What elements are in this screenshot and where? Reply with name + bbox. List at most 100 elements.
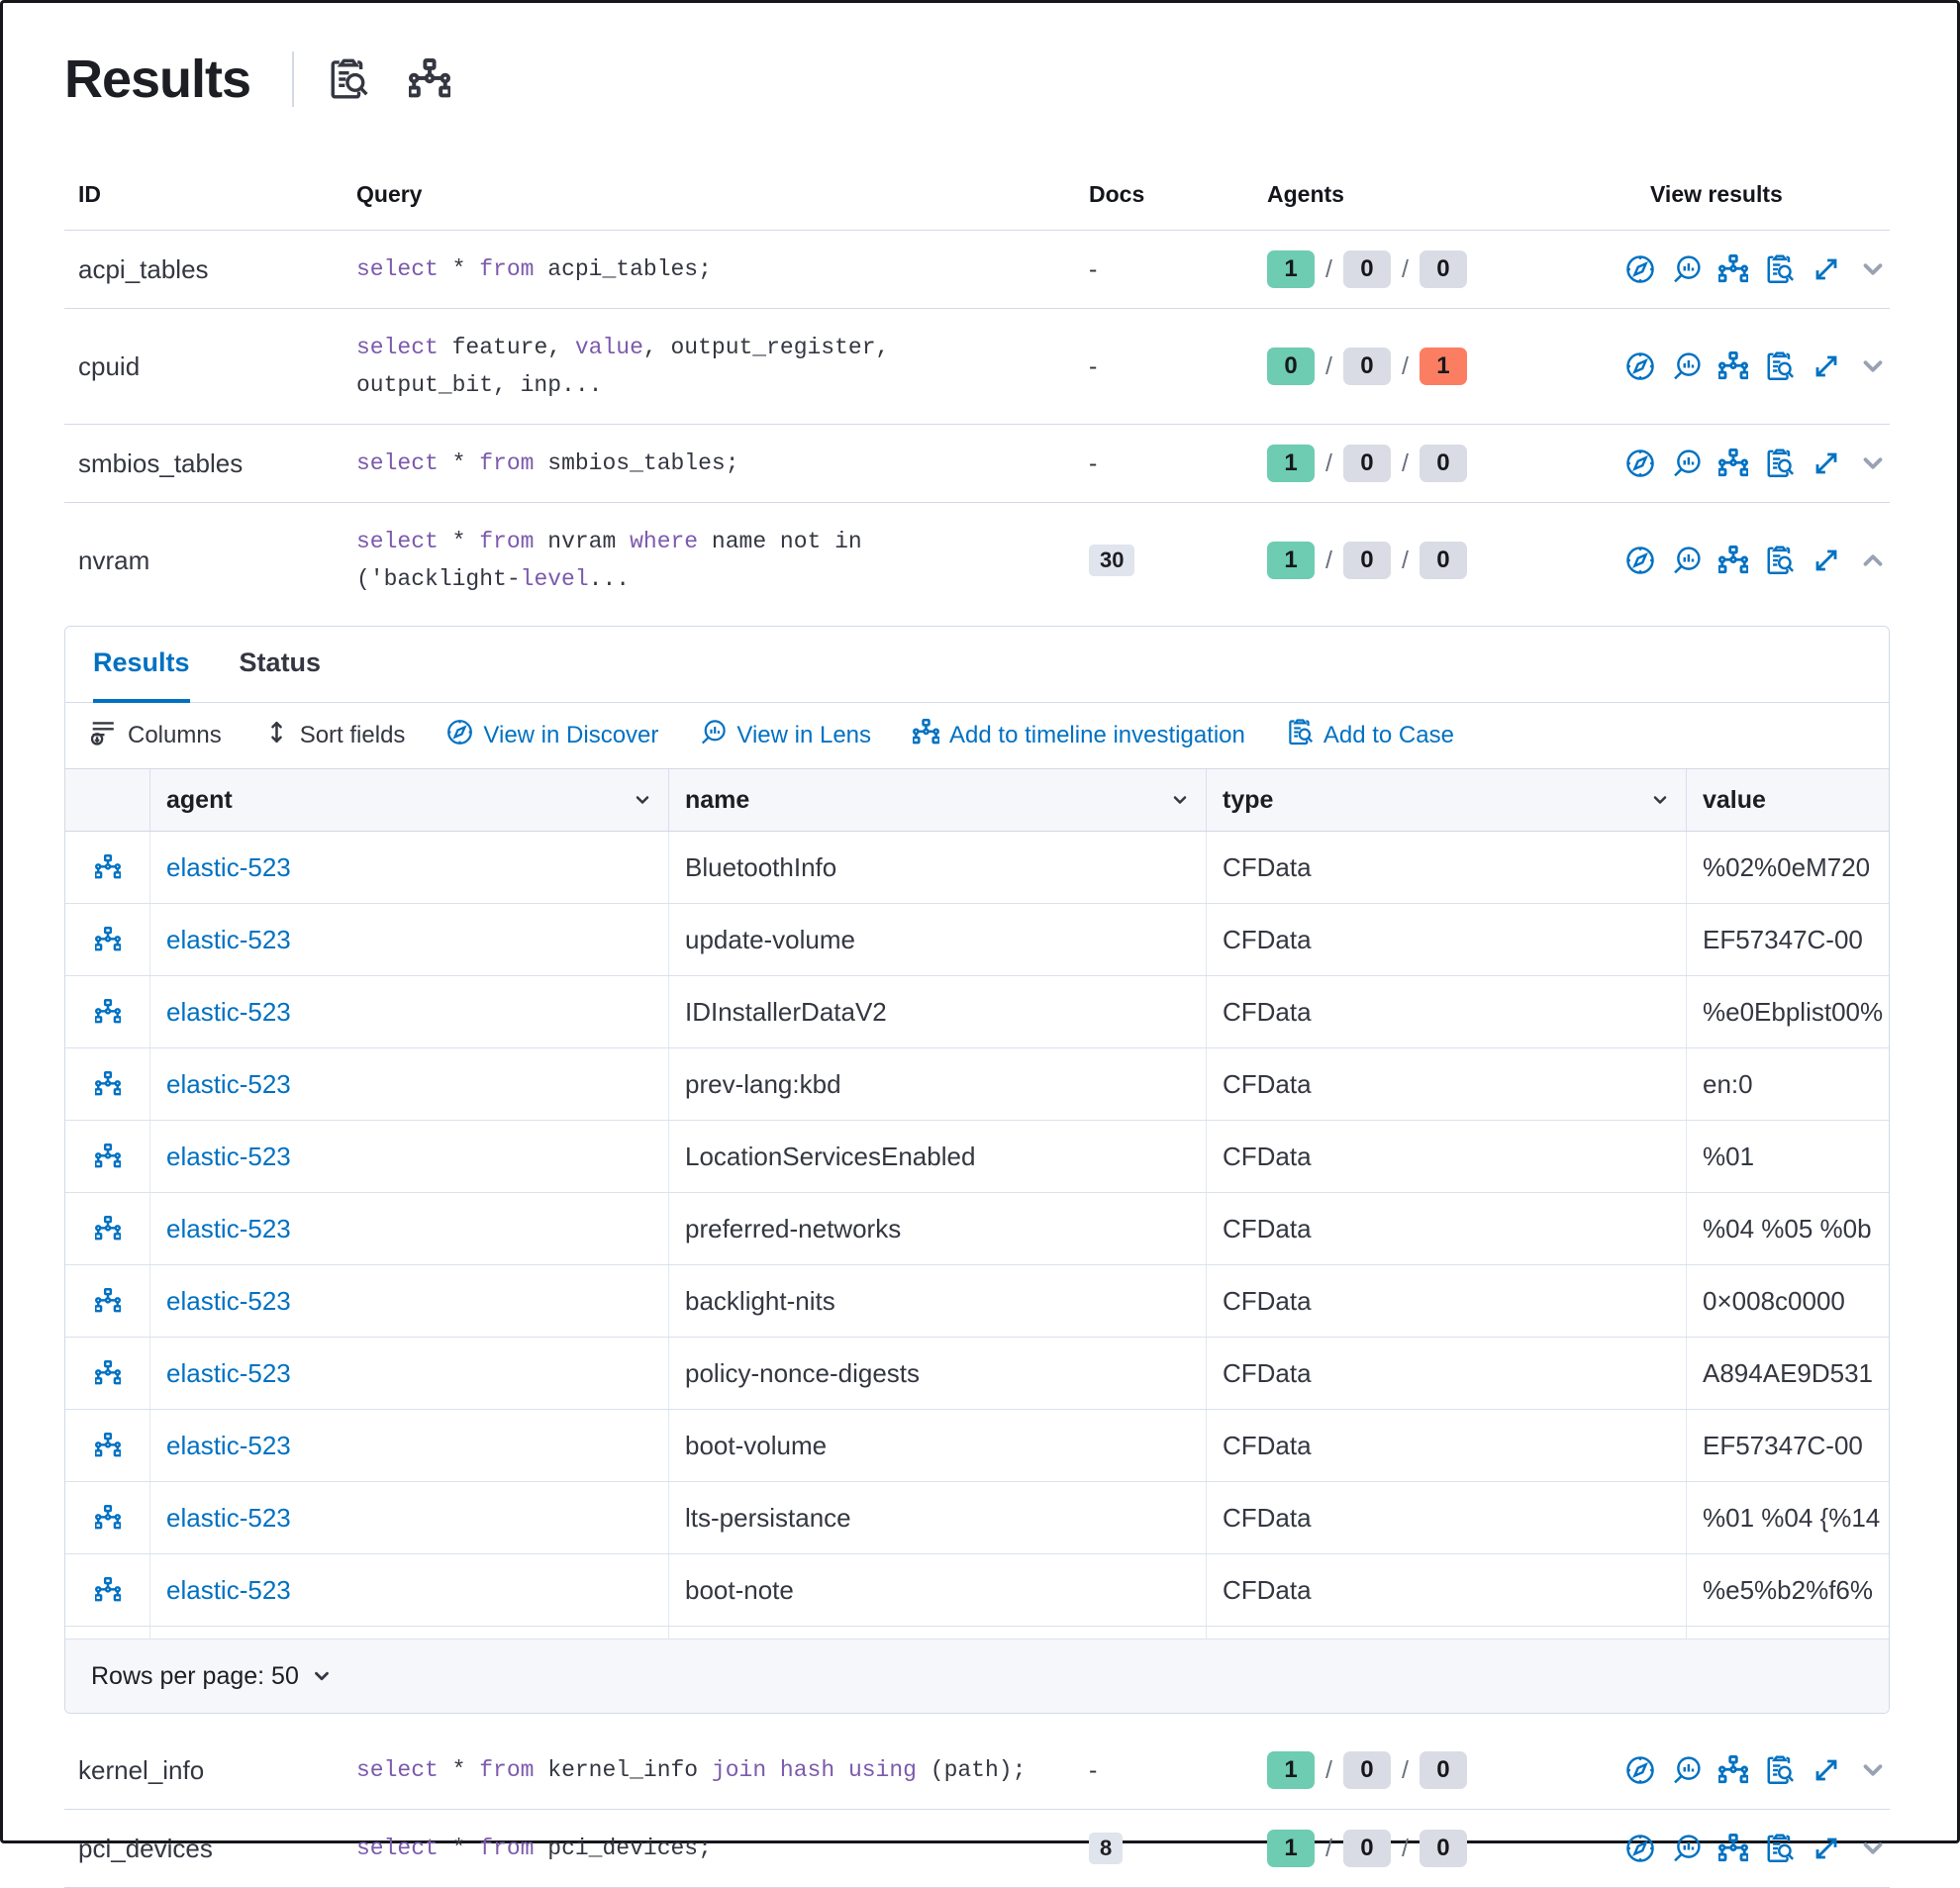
osquery-results-page: Results ID Query Docs Agents View result… xyxy=(3,3,1957,1888)
results-table-row: elastic-523 boot-note CFData %e5%b2%f6% xyxy=(65,1554,1889,1627)
agents-separator: / xyxy=(1401,448,1409,477)
row-timeline-icon[interactable] xyxy=(65,1193,150,1264)
expand-row-chevron-icon[interactable] xyxy=(1858,1834,1888,1863)
expand-row-chevron-icon[interactable] xyxy=(1858,1755,1888,1785)
chevron-down-icon[interactable] xyxy=(1170,790,1190,810)
add-to-case-button[interactable]: Add to Case xyxy=(1287,719,1454,752)
expand-row-chevron-icon[interactable] xyxy=(1858,448,1888,478)
docs-count: - xyxy=(1089,448,1098,477)
sql-keyword: from xyxy=(479,1836,535,1861)
agent-link[interactable]: elastic-523 xyxy=(166,1357,291,1388)
view-in-lens-button[interactable]: View in Lens xyxy=(700,719,871,752)
row-timeline-icon[interactable] xyxy=(65,1554,150,1626)
tab-results[interactable]: Results xyxy=(93,627,190,703)
agent-link[interactable]: elastic-523 xyxy=(166,1574,291,1605)
view-in-lens-icon[interactable] xyxy=(1672,351,1702,381)
query-row: cpuid select feature, value, output_regi… xyxy=(64,309,1890,425)
row-timeline-icon[interactable] xyxy=(65,976,150,1047)
view-in-lens-icon[interactable] xyxy=(1672,1755,1702,1785)
agent-link[interactable]: elastic-523 xyxy=(166,1068,291,1099)
row-timeline-icon[interactable] xyxy=(65,904,150,975)
grid-header-agent[interactable]: agent xyxy=(150,769,669,831)
sql-keyword: where xyxy=(630,529,699,554)
add-to-timeline-icon[interactable] xyxy=(1718,351,1748,381)
collapse-row-chevron-icon[interactable] xyxy=(1858,546,1888,575)
expand-icon[interactable] xyxy=(1812,351,1841,381)
value-cell: %04 %05 %0b xyxy=(1703,1213,1872,1243)
agent-link[interactable]: elastic-523 xyxy=(166,1213,291,1243)
agent-link[interactable]: elastic-523 xyxy=(166,1430,291,1460)
view-in-discover-icon[interactable] xyxy=(1625,1834,1655,1863)
row-timeline-icon[interactable] xyxy=(65,1482,150,1553)
add-to-case-icon[interactable] xyxy=(1765,254,1795,284)
value-cell: EF57347C-00 xyxy=(1703,924,1863,954)
agents-neutral-badge: 0 xyxy=(1342,348,1391,385)
row-timeline-icon[interactable] xyxy=(65,832,150,903)
agents-neutral-badge: 0 xyxy=(1419,1751,1467,1789)
agent-link[interactable]: elastic-523 xyxy=(166,924,291,954)
grid-header-value[interactable]: value xyxy=(1703,785,1766,814)
agent-link[interactable]: elastic-523 xyxy=(166,1285,291,1316)
type-cell: CFData xyxy=(1207,1482,1687,1553)
view-in-discover-button[interactable]: View in Discover xyxy=(446,719,658,752)
columns-button[interactable]: Columns xyxy=(90,719,222,752)
grid-header-name[interactable]: name xyxy=(669,769,1207,831)
add-to-timeline-icon[interactable] xyxy=(1718,448,1748,478)
add-to-timeline-icon[interactable] xyxy=(1718,254,1748,284)
agent-link[interactable]: elastic-523 xyxy=(166,1502,291,1533)
chevron-down-icon[interactable] xyxy=(1650,790,1670,810)
add-to-timeline-icon[interactable] xyxy=(1718,546,1748,575)
pack-hierarchy-icon[interactable] xyxy=(409,58,451,100)
query-agents-status: 0 / 0 / 1 xyxy=(1267,348,1515,385)
rows-per-page-button[interactable]: Rows per page: 50 xyxy=(91,1661,299,1690)
expand-icon[interactable] xyxy=(1812,546,1841,575)
grid-header-type[interactable]: type xyxy=(1207,769,1687,831)
chevron-down-icon[interactable] xyxy=(311,1665,333,1687)
sql-query-line: select * from nvram where name not in xyxy=(356,523,1079,560)
query-agents-status: 1 / 0 / 0 xyxy=(1267,1830,1515,1867)
add-to-timeline-icon[interactable] xyxy=(1718,1834,1748,1863)
view-in-discover-icon[interactable] xyxy=(1625,351,1655,381)
chevron-down-icon[interactable] xyxy=(633,790,652,810)
expand-icon[interactable] xyxy=(1812,1755,1841,1785)
view-in-lens-icon[interactable] xyxy=(1672,448,1702,478)
sort-fields-button[interactable]: Sort fields xyxy=(263,719,405,752)
agents-danger-badge: 1 xyxy=(1419,348,1467,385)
view-in-discover-icon[interactable] xyxy=(1625,546,1655,575)
expand-row-chevron-icon[interactable] xyxy=(1858,351,1888,381)
view-in-lens-icon[interactable] xyxy=(1672,1834,1702,1863)
expand-icon[interactable] xyxy=(1812,448,1841,478)
view-in-discover-icon[interactable] xyxy=(1625,1755,1655,1785)
view-in-discover-icon[interactable] xyxy=(1625,448,1655,478)
value-cell: en:0 xyxy=(1703,1068,1753,1099)
view-in-lens-icon[interactable] xyxy=(1672,254,1702,284)
view-in-lens-icon[interactable] xyxy=(1672,546,1702,575)
add-to-case-icon[interactable] xyxy=(1765,546,1795,575)
expand-icon[interactable] xyxy=(1812,254,1841,284)
add-to-case-icon[interactable] xyxy=(1765,1755,1795,1785)
value-cell: %e5%b2%f6% xyxy=(1703,1574,1873,1605)
tab-status[interactable]: Status xyxy=(239,647,322,677)
add-to-case-icon[interactable] xyxy=(1765,448,1795,478)
agent-link[interactable]: elastic-523 xyxy=(166,1141,291,1171)
row-timeline-icon[interactable] xyxy=(65,1265,150,1337)
expand-icon[interactable] xyxy=(1812,1834,1841,1863)
view-in-discover-icon[interactable] xyxy=(1625,254,1655,284)
add-to-case-icon[interactable] xyxy=(1765,351,1795,381)
row-timeline-icon[interactable] xyxy=(65,1121,150,1192)
agent-link[interactable]: elastic-523 xyxy=(166,996,291,1027)
add-to-case-icon[interactable] xyxy=(1765,1834,1795,1863)
row-timeline-icon[interactable] xyxy=(65,1338,150,1409)
sql-text: * xyxy=(438,529,480,554)
row-timeline-icon[interactable] xyxy=(65,1410,150,1481)
add-to-timeline-button[interactable]: Add to timeline investigation xyxy=(912,719,1245,752)
row-timeline-icon[interactable] xyxy=(65,1048,150,1120)
col-header-docs: Docs xyxy=(1089,181,1145,207)
add-to-timeline-icon[interactable] xyxy=(1718,1755,1748,1785)
nvram-name-cell: preferred-networks xyxy=(669,1193,1207,1264)
saved-queries-report-icon[interactable] xyxy=(328,58,369,100)
docs-count: 8 xyxy=(1089,1833,1124,1864)
expand-row-chevron-icon[interactable] xyxy=(1858,254,1888,284)
page-header: Results xyxy=(64,49,1890,110)
agent-link[interactable]: elastic-523 xyxy=(166,851,291,882)
